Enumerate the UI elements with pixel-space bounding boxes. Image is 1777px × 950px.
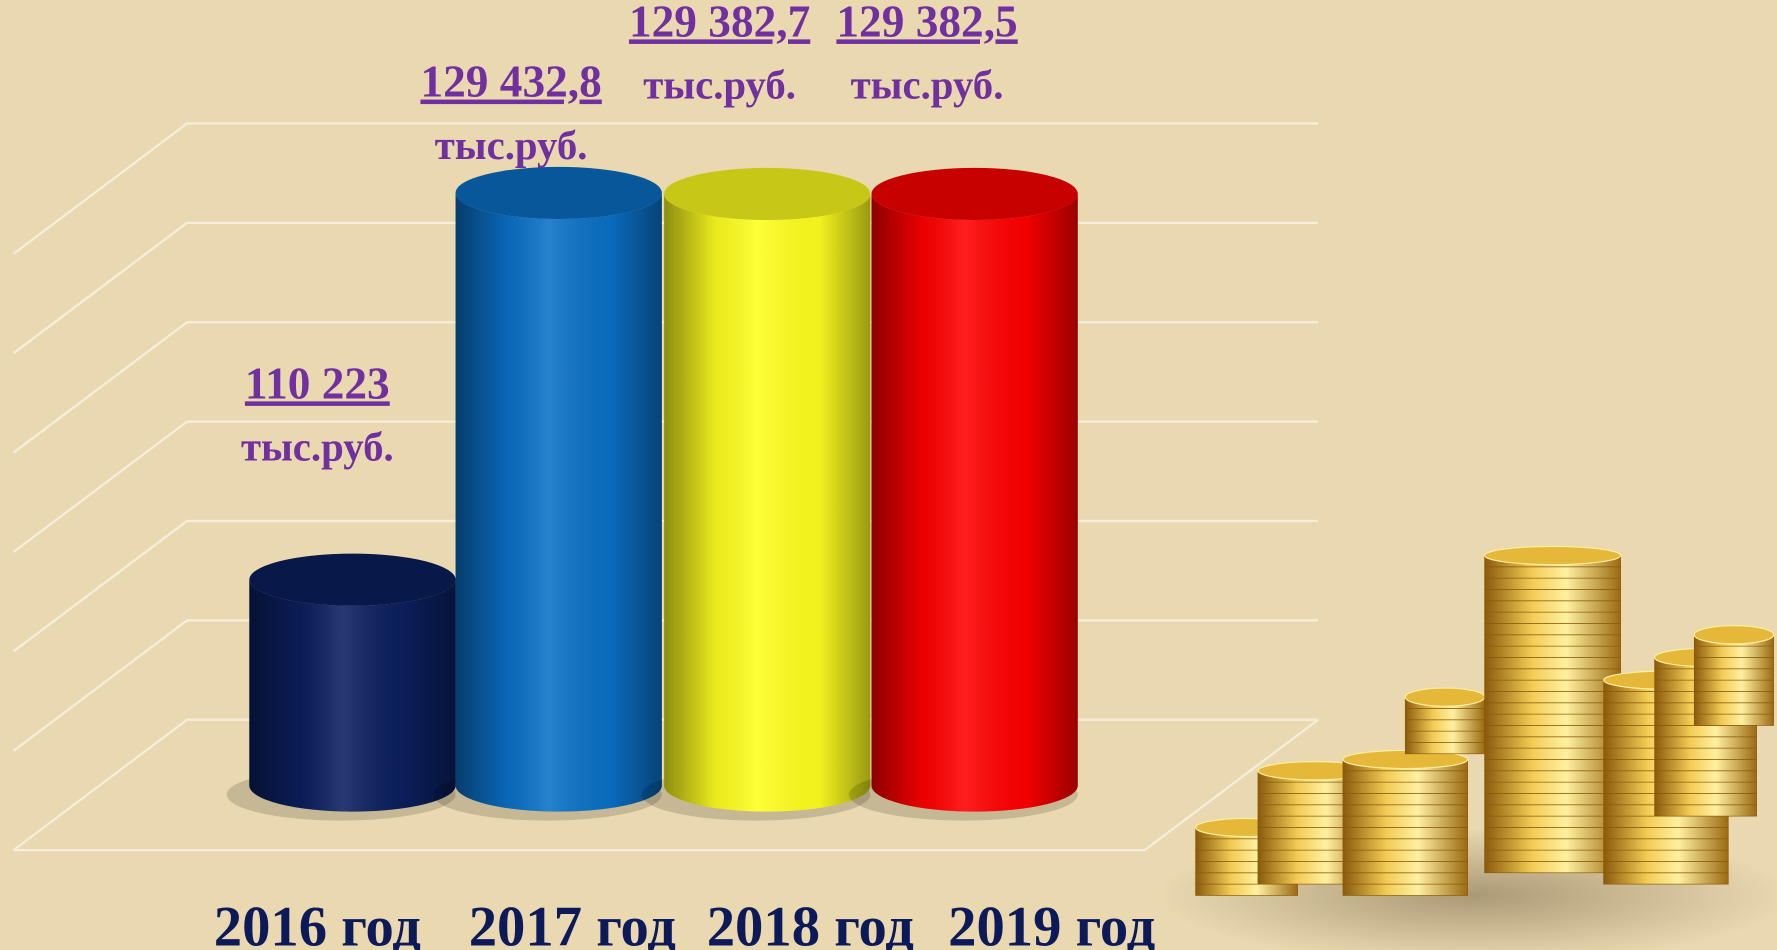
coin	[1655, 748, 1757, 759]
coin	[1485, 657, 1621, 668]
bar-top-shade	[249, 554, 455, 606]
coin	[1343, 839, 1468, 850]
coin-top	[1485, 546, 1621, 564]
bar-shading	[249, 580, 455, 812]
coin	[1485, 827, 1621, 838]
coin	[1604, 816, 1729, 827]
x-tick-label: 2018 год	[707, 896, 914, 950]
coin-top	[1405, 688, 1484, 706]
coin	[1343, 861, 1468, 872]
coin	[1485, 816, 1621, 827]
value-label: 129 432,8	[420, 57, 601, 107]
value-unit: тыс.руб.	[851, 63, 1004, 108]
coin	[1485, 839, 1621, 850]
value-label: 129 382,5	[836, 0, 1017, 46]
coin	[1655, 737, 1757, 748]
coin	[1485, 601, 1621, 612]
coin	[1343, 771, 1468, 782]
coin	[1485, 691, 1621, 702]
coin	[1655, 782, 1757, 793]
value-unit: тыс.руб.	[643, 63, 796, 108]
coin	[1604, 861, 1729, 872]
coin	[1343, 805, 1468, 816]
coin	[1485, 759, 1621, 770]
coin	[1485, 771, 1621, 782]
coin	[1343, 850, 1468, 861]
coin	[1694, 703, 1773, 714]
coin	[1485, 861, 1621, 872]
coin	[1694, 669, 1773, 680]
bar-shading	[456, 193, 662, 812]
coin	[1485, 805, 1621, 816]
page: 110 223 тыс.руб. 2016 год 129 432,8 тыс.руб.…	[0, 0, 1777, 950]
coin	[1405, 742, 1484, 753]
coin	[1604, 850, 1729, 861]
value-label: 129 382,7	[629, 0, 810, 46]
coin	[1343, 782, 1468, 793]
x-tick-label: 2019 год	[948, 896, 1155, 950]
coin	[1655, 793, 1757, 804]
coin	[1343, 873, 1468, 884]
coin	[1405, 708, 1484, 719]
bar-shading	[872, 194, 1078, 812]
coin	[1485, 793, 1621, 804]
coin	[1485, 612, 1621, 623]
coin	[1405, 720, 1484, 731]
coin	[1485, 680, 1621, 691]
coin	[1655, 725, 1757, 736]
coin	[1655, 771, 1757, 782]
coin	[1485, 714, 1621, 725]
coin	[1343, 884, 1468, 895]
x-tick-label: 2016 год	[214, 896, 421, 950]
bar-top-shade	[456, 167, 662, 219]
coin-top	[1694, 626, 1773, 644]
coin	[1604, 839, 1729, 850]
value-unit: тыс.руб.	[435, 123, 588, 168]
coin	[1655, 805, 1757, 816]
bar-top-shade	[664, 168, 870, 220]
coin	[1604, 827, 1729, 838]
coin	[1485, 669, 1621, 680]
coin	[1485, 635, 1621, 646]
coin	[1343, 827, 1468, 838]
coin	[1694, 680, 1773, 691]
coin	[1485, 589, 1621, 600]
bar-top-shade	[872, 168, 1078, 220]
coin	[1485, 623, 1621, 634]
coin	[1485, 850, 1621, 861]
value-label: 110 223	[245, 358, 390, 408]
chart: 110 223 тыс.руб. 2016 год 129 432,8 тыс.руб.…	[0, 0, 1777, 950]
value-unit: тыс.руб.	[241, 425, 394, 470]
coin	[1485, 748, 1621, 759]
coin	[1485, 567, 1621, 578]
coin	[1343, 793, 1468, 804]
x-tick-label: 2017 год	[469, 896, 676, 950]
coin	[1485, 737, 1621, 748]
bar-shading	[664, 194, 870, 812]
coin	[1485, 725, 1621, 736]
coin	[1196, 884, 1298, 895]
coin	[1485, 578, 1621, 589]
coin	[1405, 731, 1484, 742]
coin	[1655, 759, 1757, 770]
coin	[1343, 816, 1468, 827]
coin	[1485, 703, 1621, 714]
coin	[1694, 657, 1773, 668]
coin	[1694, 691, 1773, 702]
coin	[1694, 714, 1773, 725]
coin	[1694, 646, 1773, 657]
coin	[1604, 873, 1729, 884]
coin	[1485, 646, 1621, 657]
coin	[1485, 782, 1621, 793]
